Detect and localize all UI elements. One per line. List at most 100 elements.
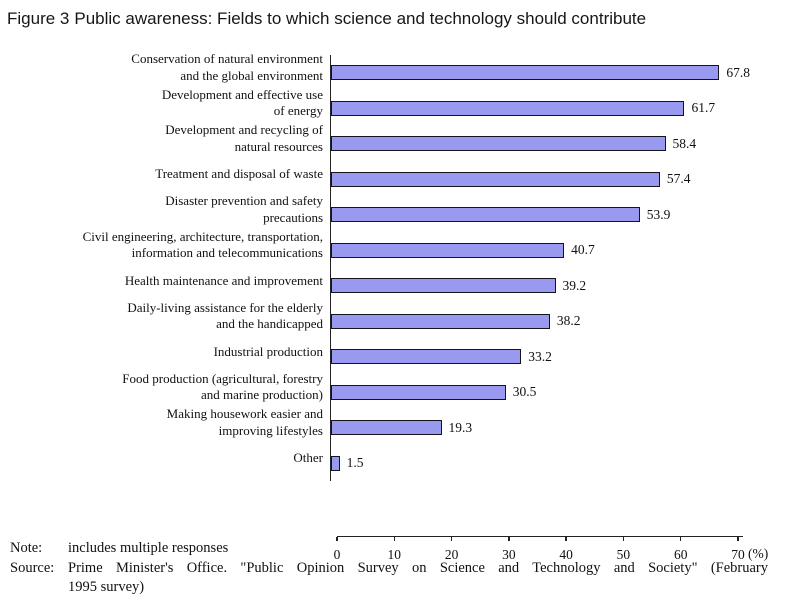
value-label: 53.9 (646, 206, 671, 222)
chart-row: Conservation of natural environment and t… (0, 51, 789, 91)
category-label-line: Disaster prevention and safety (165, 193, 323, 209)
x-axis-tick (565, 537, 567, 541)
bar-track: 67.8 (330, 55, 789, 91)
category-label-line: Industrial production (213, 343, 323, 359)
bar-track: 57.4 (330, 161, 789, 197)
category-label-line: Development and effective use (161, 86, 323, 102)
x-axis-tick-label: 50 (616, 547, 631, 562)
x-axis-tick (622, 537, 625, 541)
category-label: Development and recycling of natural reso… (0, 121, 330, 157)
bar-track: 19.3 (330, 410, 789, 446)
category-label-line: and marine production) (200, 387, 323, 403)
x-axis-tick (393, 537, 395, 541)
bar-track: 58.4 (330, 126, 789, 162)
bar (331, 171, 660, 187)
source-text-line1: Prime Minister's Office. "Public Opinion… (68, 559, 768, 576)
chart-row: Other 1.5 (0, 445, 789, 481)
category-label: Development and effective use of energy (0, 86, 330, 122)
category-label: Treatment and disposal of waste (0, 157, 330, 193)
category-label: Daily-living assistance for the elderly a… (0, 299, 330, 335)
bar (331, 420, 442, 436)
bar (331, 349, 522, 365)
chart-plot-area: Conservation of natural environment and t… (0, 51, 789, 481)
category-label: Industrial production (0, 334, 330, 370)
category-label-line: and the handicapped (216, 316, 323, 332)
x-axis-tick (680, 537, 682, 541)
category-label: Other (0, 441, 330, 477)
bar (331, 100, 685, 116)
bar (331, 455, 340, 471)
bar-track: 40.7 (330, 232, 789, 268)
chart-row: Development and effective use of energy 61… (0, 87, 789, 126)
x-axis-tick-label: 40 (559, 547, 573, 562)
bar (331, 384, 506, 400)
chart-row: Development and recycling of natural reso… (0, 122, 789, 162)
note-row: Note: includes multiple responses (10, 539, 768, 559)
source-row: Source: Prime Minister's Office. "Public… (10, 559, 768, 598)
x-axis-tick (508, 537, 510, 541)
x-axis-tick-label: 10 (387, 547, 402, 562)
bar-chart: Conservation of natural environment and t… (0, 51, 789, 562)
x-axis-tick-label: 30 (502, 547, 516, 562)
note-label: Note: (10, 540, 43, 556)
chart-row: Industrial production 33.2 (0, 339, 789, 375)
bar-track: 39.2 (330, 268, 789, 304)
value-label: 61.7 (691, 100, 716, 116)
x-axis-tick (450, 537, 453, 541)
bar-track: 61.7 (330, 90, 789, 126)
bar (331, 313, 550, 329)
category-label-line: and the global environment (180, 67, 323, 83)
category-label-line: Conservation of natural environment (131, 51, 323, 67)
x-axis-tick (336, 537, 338, 541)
x-axis-tick-label: 20 (444, 547, 459, 562)
bar (331, 242, 565, 258)
source-text-line2: 1995 survey) (68, 579, 145, 595)
chart-row: Health maintenance and improvement 39.2 (0, 268, 789, 304)
bar (331, 278, 556, 294)
bar (331, 65, 720, 81)
note-text: includes multiple responses (68, 540, 229, 556)
category-label-line: of energy (273, 103, 323, 119)
value-label: 38.2 (556, 313, 581, 329)
value-label: 67.8 (726, 64, 751, 80)
category-label-line: Daily-living assistance for the elderly (127, 299, 323, 315)
x-axis-unit-label: (%) (748, 546, 769, 561)
figure-number: Figure 3 (7, 9, 70, 28)
figure-title-text: Public awareness: Fields to which scienc… (74, 9, 647, 28)
bar-track: 53.9 (330, 197, 789, 233)
category-label-line: improving lifestyles (218, 422, 323, 438)
category-label-line: Food production (agricultural, forestry (122, 370, 323, 386)
x-axis-tick-label: 60 (673, 547, 688, 562)
chart-row: Food production (agricultural, forestry a… (0, 371, 789, 410)
source-label: Source: (10, 559, 55, 576)
category-label-line: Civil engineering, architecture, transpo… (82, 228, 323, 244)
category-label: Conservation of natural environment and t… (0, 50, 330, 86)
category-label-line: information and telecommunications (131, 245, 323, 261)
category-label-line: Health maintenance and improvement (124, 272, 323, 288)
chart-row: Disaster prevention and safety precaution… (0, 193, 789, 233)
bar-track: 30.5 (330, 374, 789, 410)
bar (331, 207, 640, 223)
chart-row: Civil engineering, architecture, transpo… (0, 229, 789, 268)
value-label: 40.7 (571, 242, 595, 258)
category-label: Health maintenance and improvement (0, 263, 330, 299)
x-axis-tick-label: 70 (731, 547, 745, 562)
value-label: 57.4 (666, 171, 691, 187)
category-label-line: Treatment and disposal of waste (155, 166, 323, 181)
category-label-line: Development and recycling of (165, 122, 323, 138)
chart-row: Treatment and disposal of waste 57.4 (0, 161, 789, 197)
chart-row: Making housework easier and improving lif… (0, 406, 789, 446)
category-label: Disaster prevention and safety precaution… (0, 192, 330, 228)
category-label: Civil engineering, architecture, transpo… (0, 228, 330, 264)
category-label: Making housework easier and improving lif… (0, 405, 330, 441)
value-label: 58.4 (672, 135, 697, 151)
category-label-line: precautions (263, 209, 323, 225)
value-label: 1.5 (346, 455, 364, 471)
value-label: 33.2 (528, 348, 552, 364)
value-label: 19.3 (448, 419, 473, 435)
bar (331, 136, 666, 152)
bar-track: 38.2 (330, 303, 789, 339)
category-label-line: Making housework easier and (166, 406, 323, 422)
chart-footnotes: Note: includes multiple responses Source… (10, 539, 768, 598)
